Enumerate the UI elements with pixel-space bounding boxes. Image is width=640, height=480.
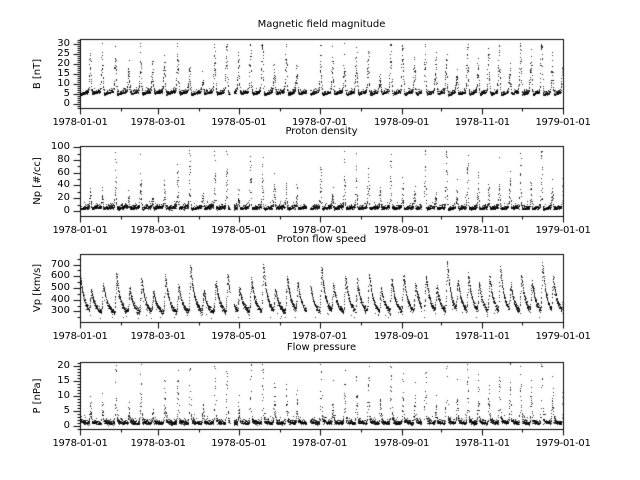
y-tick-label: 0: [63, 98, 70, 109]
x-tick-label: 1978-07-01: [291, 438, 348, 449]
x-tick-label: 1978-11-01: [454, 225, 510, 236]
x-tick-label: 1978-11-01: [454, 438, 510, 449]
x-tick-label: 1978-11-01: [454, 331, 510, 342]
y-axis-label: Vp [km/s]: [32, 263, 43, 313]
x-tick-label: 1978-11-01: [454, 117, 510, 128]
plot-area-canvas: [70, 356, 573, 439]
plot-area-canvas: [70, 33, 573, 118]
y-tick-label: 80: [57, 154, 70, 165]
y-tick-label: 600: [50, 270, 70, 282]
y-tick-label: 5: [63, 88, 70, 99]
x-tick-label: 1978-05-01: [211, 225, 267, 236]
x-tick-label: 1978-05-01: [211, 438, 267, 449]
y-axis-label: B [nT]: [32, 58, 43, 89]
x-tick-label: 1978-07-01: [291, 225, 348, 236]
x-tick-label: 1978-03-01: [130, 331, 186, 342]
y-tick-label: 15: [57, 375, 70, 387]
y-tick-label: 60: [57, 166, 70, 178]
x-tick-label: 1978-01-01: [52, 331, 108, 342]
panel-magnetic-field-magnitude: Magnetic field magnitude B [nT] 0 5 10 15 20…: [32, 19, 591, 128]
y-axis-label: P [nPa]: [32, 377, 43, 414]
y-tick-label: 20: [57, 360, 70, 372]
y-tick-label: 10: [57, 78, 70, 89]
x-tick-label: 1978-09-01: [373, 438, 430, 449]
y-tick-label: 25: [57, 48, 70, 59]
y-tick-label: 20: [57, 58, 70, 69]
y-tick-label: 40: [57, 179, 70, 191]
plot-area-canvas: [70, 140, 573, 226]
x-tick-label: 1978-03-01: [130, 225, 186, 236]
panel-proton-density: Proton density Np [#/cc] 0 20 40 60 80 100 197…: [32, 126, 591, 236]
x-tick-label: 1978-03-01: [130, 438, 186, 449]
x-tick-label: 1979-01-01: [535, 438, 591, 449]
y-tick-label: 400: [50, 293, 70, 305]
x-tick-label: 1978-05-01: [211, 331, 267, 342]
x-tick-label: 1978-01-01: [52, 225, 108, 236]
y-tick-label: 10: [57, 390, 70, 402]
x-tick-label: 1979-01-01: [535, 225, 591, 236]
x-tick-label: 1979-01-01: [535, 331, 591, 342]
y-tick-label: 5: [63, 405, 70, 417]
x-tick-label: 1978-03-01: [130, 117, 186, 128]
panel-title: Magnetic field magnitude: [257, 19, 386, 30]
x-tick-label: 1978-07-01: [291, 117, 348, 128]
y-tick-label: 700: [50, 258, 70, 270]
y-tick-label: 15: [57, 68, 70, 79]
x-tick-label: 1978-09-01: [373, 331, 430, 342]
panel-title: Proton flow speed: [276, 234, 367, 245]
y-tick-label: 20: [57, 192, 70, 204]
panel-title: Proton density: [285, 126, 358, 137]
panel-title: Flow pressure: [286, 342, 357, 353]
plot-area-canvas: [70, 248, 573, 332]
x-tick-label: 1978-07-01: [291, 331, 348, 342]
x-tick-label: 1978-01-01: [52, 117, 108, 128]
y-tick-label: 500: [50, 282, 70, 293]
y-tick-label: 0: [63, 420, 70, 432]
y-tick-label: 0: [63, 204, 70, 216]
x-tick-label: 1978-09-01: [373, 225, 430, 236]
y-tick-label: 300: [50, 305, 70, 317]
x-tick-label: 1978-09-01: [373, 117, 430, 128]
y-tick-label: 100: [50, 141, 70, 153]
x-tick-label: 1979-01-01: [535, 117, 591, 128]
y-axis-label: Np [#/cc]: [32, 157, 43, 205]
y-tick-label: 30: [57, 38, 70, 49]
x-tick-label: 1978-05-01: [211, 117, 267, 128]
panel-flow-pressure: Flow pressure P [nPa] 0 5 10 15 20 1978-01-01…: [32, 342, 591, 449]
x-tick-label: 1978-01-01: [52, 438, 108, 449]
panel-proton-flow-speed: Proton flow speed Vp [km/s] 300 400 500 600…: [32, 234, 591, 342]
